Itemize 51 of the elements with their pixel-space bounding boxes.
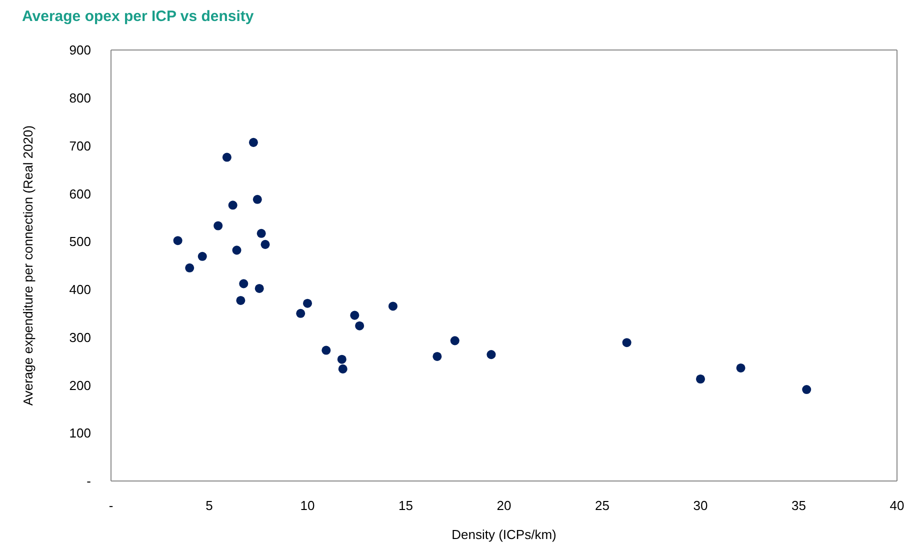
y-tick-label: 700	[69, 138, 91, 154]
point	[388, 302, 398, 311]
point	[322, 346, 331, 355]
point	[302, 298, 312, 308]
point	[248, 138, 258, 147]
point	[254, 284, 264, 293]
point	[252, 194, 262, 204]
x-tick-label: 10	[300, 498, 315, 514]
point	[696, 374, 706, 384]
y-tick-label: 800	[69, 90, 91, 106]
x-tick-label: 15	[398, 498, 413, 514]
point	[239, 279, 248, 288]
point	[296, 308, 306, 318]
x-tick-label: 25	[595, 498, 610, 514]
point	[337, 354, 346, 364]
x-tick-label: -	[108, 498, 114, 514]
point	[622, 338, 632, 348]
point	[260, 240, 270, 249]
point	[256, 228, 266, 238]
y-tick-label: 300	[69, 330, 91, 345]
y-tick-label: 400	[69, 282, 91, 298]
point	[185, 263, 194, 272]
x-tick-label: 40	[890, 498, 904, 514]
x-tick-label: 30	[693, 498, 708, 514]
point	[450, 336, 460, 346]
point	[222, 152, 232, 162]
point	[338, 364, 348, 374]
point	[350, 310, 360, 320]
y-axis-title: Average expenditure per connection (Real 2020)	[20, 125, 36, 406]
point	[355, 321, 364, 330]
chart-title: Average opex per ICP vs density	[22, 8, 255, 27]
y-tick-label: 600	[69, 186, 91, 202]
y-tick-label: 500	[69, 234, 91, 250]
y-tick-label: 900	[69, 42, 91, 58]
y-tick-label: 100	[69, 426, 91, 441]
y-tick-label: -	[86, 474, 91, 489]
x-tick-label: 5	[206, 498, 213, 514]
point	[214, 221, 223, 230]
point	[173, 236, 182, 246]
point	[736, 363, 746, 372]
point	[432, 352, 442, 361]
x-axis-title: Density (ICPs/km)	[452, 527, 556, 542]
point	[198, 252, 207, 261]
point	[486, 350, 496, 360]
x-tick-label: 20	[496, 498, 512, 514]
point	[802, 385, 812, 394]
point	[236, 296, 246, 305]
y-tick-label: 200	[69, 378, 91, 393]
point	[228, 200, 238, 210]
point	[232, 246, 242, 255]
x-tick-label: 35	[792, 498, 806, 514]
